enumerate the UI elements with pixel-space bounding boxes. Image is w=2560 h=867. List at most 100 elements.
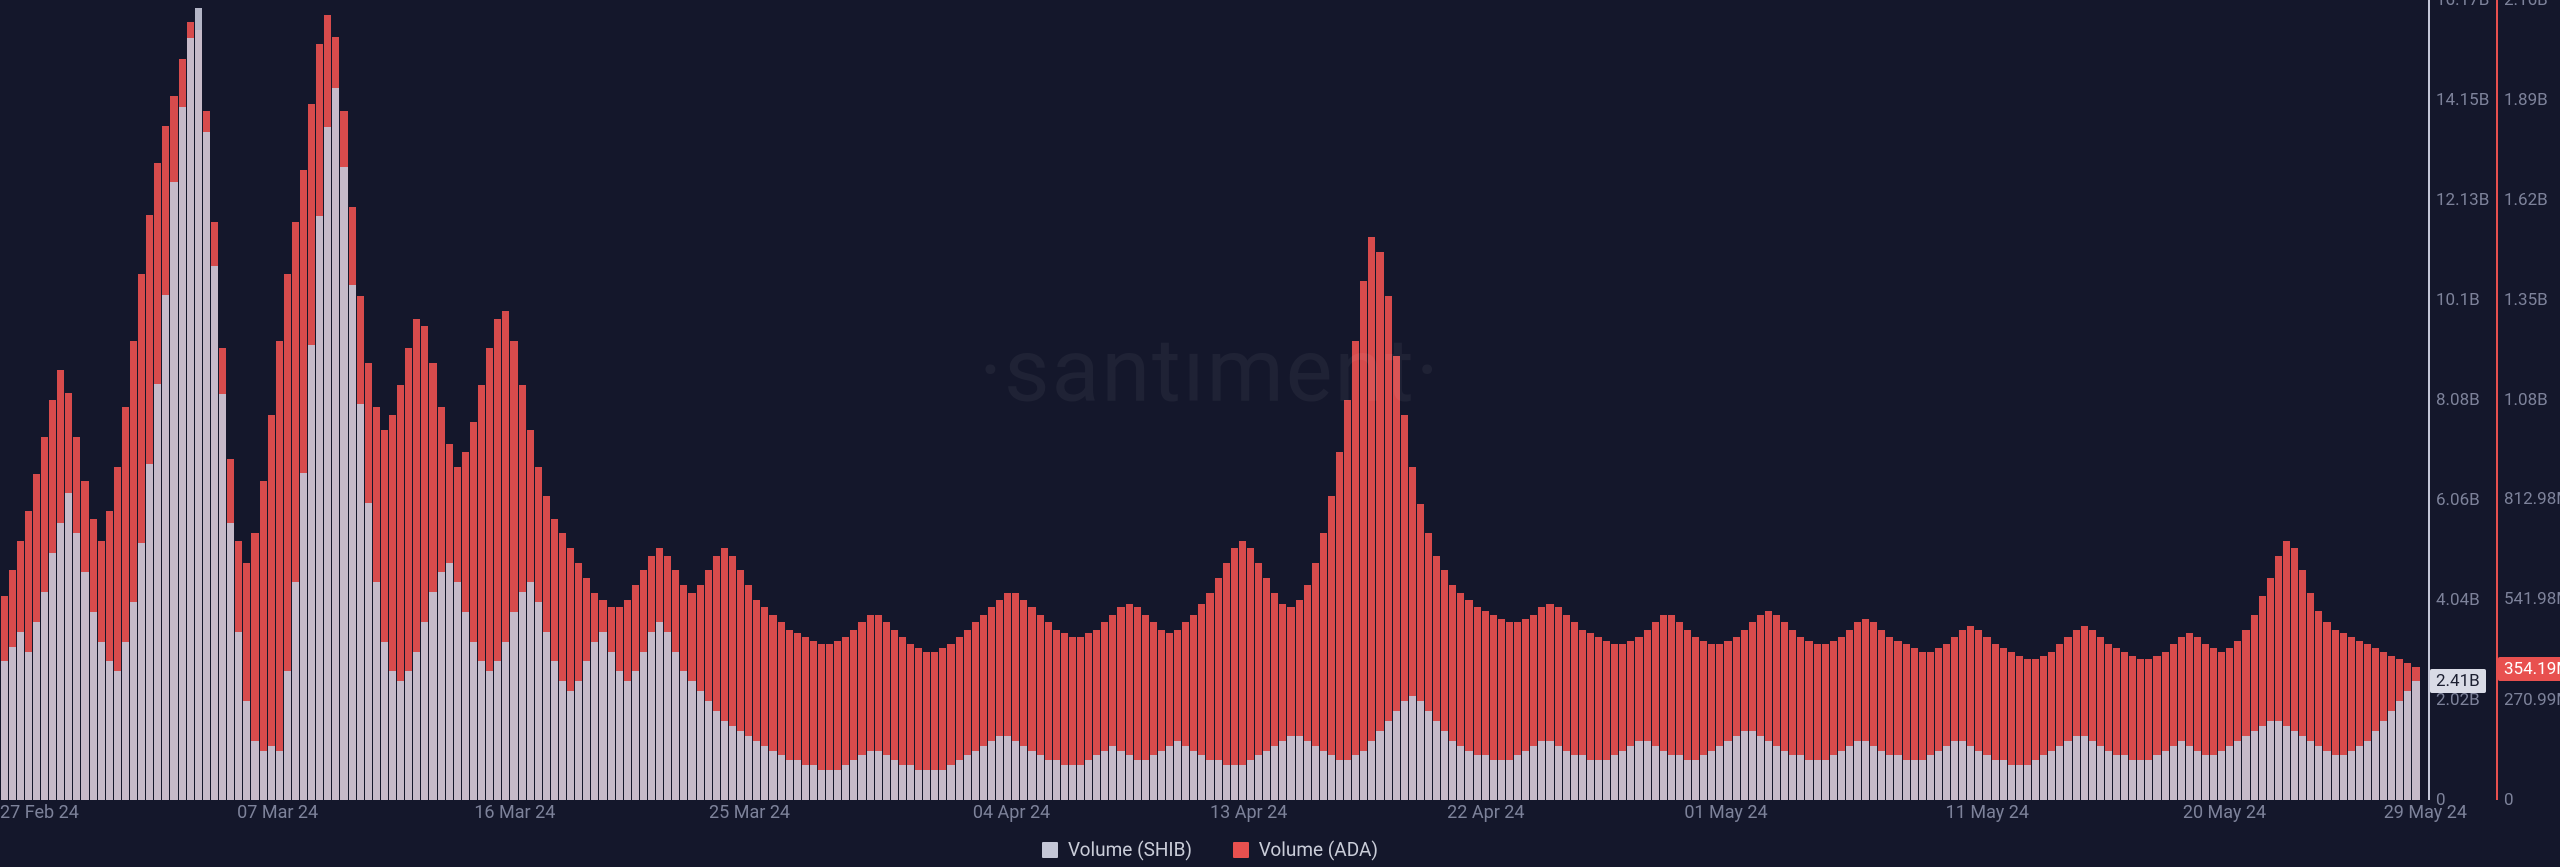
bar-slot[interactable] — [1724, 0, 1731, 800]
bar-slot[interactable] — [1182, 0, 1189, 800]
bar-slot[interactable] — [575, 0, 582, 800]
bar-slot[interactable] — [1959, 0, 1966, 800]
bar-slot[interactable] — [2404, 0, 2411, 800]
bar-slot[interactable] — [842, 0, 849, 800]
bar-slot[interactable] — [923, 0, 930, 800]
bar-slot[interactable] — [567, 0, 574, 800]
bar-slot[interactable] — [1465, 0, 1472, 800]
bar-slot[interactable] — [624, 0, 631, 800]
bar-slot[interactable] — [219, 0, 226, 800]
bar-slot[interactable] — [235, 0, 242, 800]
bar-slot[interactable] — [429, 0, 436, 800]
bar-slot[interactable] — [227, 0, 234, 800]
bar-slot[interactable] — [1546, 0, 1553, 800]
bar-slot[interactable] — [1, 0, 8, 800]
bar-slot[interactable] — [260, 0, 267, 800]
bar-slot[interactable] — [2194, 0, 2201, 800]
bar-slot[interactable] — [2291, 0, 2298, 800]
bar-slot[interactable] — [1053, 0, 1060, 800]
bar-slot[interactable] — [1749, 0, 1756, 800]
bar-slot[interactable] — [2234, 0, 2241, 800]
bar-slot[interactable] — [1676, 0, 1683, 800]
bar-slot[interactable] — [413, 0, 420, 800]
bar-slot[interactable] — [510, 0, 517, 800]
bar-slot[interactable] — [1514, 0, 1521, 800]
bar-slot[interactable] — [486, 0, 493, 800]
bar-slot[interactable] — [1312, 0, 1319, 800]
bar-slot[interactable] — [1741, 0, 1748, 800]
bar-slot[interactable] — [1587, 0, 1594, 800]
bar-slot[interactable] — [162, 0, 169, 800]
bar-slot[interactable] — [1271, 0, 1278, 800]
bar-slot[interactable] — [2218, 0, 2225, 800]
bar-slot[interactable] — [1789, 0, 1796, 800]
bar-slot[interactable] — [1830, 0, 1837, 800]
bar-slot[interactable] — [1700, 0, 1707, 800]
bar-slot[interactable] — [591, 0, 598, 800]
bar-slot[interactable] — [2315, 0, 2322, 800]
bar-slot[interactable] — [2024, 0, 2031, 800]
bar-slot[interactable] — [1635, 0, 1642, 800]
bar-slot[interactable] — [2016, 0, 2023, 800]
bar-slot[interactable] — [818, 0, 825, 800]
bar-slot[interactable] — [332, 0, 339, 800]
bar-slot[interactable] — [308, 0, 315, 800]
bar-slot[interactable] — [381, 0, 388, 800]
bar-slot[interactable] — [2162, 0, 2169, 800]
bar-slot[interactable] — [786, 0, 793, 800]
bar-slot[interactable] — [1352, 0, 1359, 800]
bar-slot[interactable] — [1336, 0, 1343, 800]
bar-slot[interactable] — [1385, 0, 1392, 800]
bar-slot[interactable] — [1781, 0, 1788, 800]
bar-slot[interactable] — [1579, 0, 1586, 800]
bar-slot[interactable] — [680, 0, 687, 800]
bar-slot[interactable] — [1814, 0, 1821, 800]
bar-slot[interactable] — [1320, 0, 1327, 800]
bar-slot[interactable] — [41, 0, 48, 800]
bar-slot[interactable] — [1522, 0, 1529, 800]
bar-slot[interactable] — [769, 0, 776, 800]
bar-slot[interactable] — [519, 0, 526, 800]
bar-slot[interactable] — [2056, 0, 2063, 800]
bar-slot[interactable] — [179, 0, 186, 800]
bar-slot[interactable] — [81, 0, 88, 800]
bar-slot[interactable] — [737, 0, 744, 800]
bar-slot[interactable] — [2412, 0, 2419, 800]
bar-slot[interactable] — [867, 0, 874, 800]
bar-slot[interactable] — [640, 0, 647, 800]
bar-slot[interactable] — [470, 0, 477, 800]
bar-slot[interactable] — [1223, 0, 1230, 800]
bar-slot[interactable] — [1206, 0, 1213, 800]
bar-slot[interactable] — [1886, 0, 1893, 800]
bar-slot[interactable] — [2348, 0, 2355, 800]
bar-slot[interactable] — [2153, 0, 2160, 800]
bar-slot[interactable] — [57, 0, 64, 800]
bar-slot[interactable] — [2129, 0, 2136, 800]
bar-slot[interactable] — [1903, 0, 1910, 800]
bar-slot[interactable] — [527, 0, 534, 800]
bar-slot[interactable] — [1142, 0, 1149, 800]
bar-slot[interactable] — [49, 0, 56, 800]
bar-slot[interactable] — [2202, 0, 2209, 800]
bar-slot[interactable] — [648, 0, 655, 800]
bar-slot[interactable] — [1401, 0, 1408, 800]
bar-slot[interactable] — [1482, 0, 1489, 800]
bar-slot[interactable] — [931, 0, 938, 800]
bar-slot[interactable] — [697, 0, 704, 800]
bar-slot[interactable] — [2226, 0, 2233, 800]
bar-slot[interactable] — [316, 0, 323, 800]
bar-slot[interactable] — [1506, 0, 1513, 800]
bar-slot[interactable] — [753, 0, 760, 800]
bar-slot[interactable] — [2372, 0, 2379, 800]
bar-slot[interactable] — [1020, 0, 1027, 800]
bar-slot[interactable] — [907, 0, 914, 800]
bar-slot[interactable] — [1684, 0, 1691, 800]
bar-slot[interactable] — [2145, 0, 2152, 800]
bar-slot[interactable] — [478, 0, 485, 800]
bar-slot[interactable] — [632, 0, 639, 800]
bar-slot[interactable] — [1943, 0, 1950, 800]
bar-slot[interactable] — [1490, 0, 1497, 800]
bar-slot[interactable] — [551, 0, 558, 800]
bar-slot[interactable] — [713, 0, 720, 800]
bar-slot[interactable] — [1927, 0, 1934, 800]
